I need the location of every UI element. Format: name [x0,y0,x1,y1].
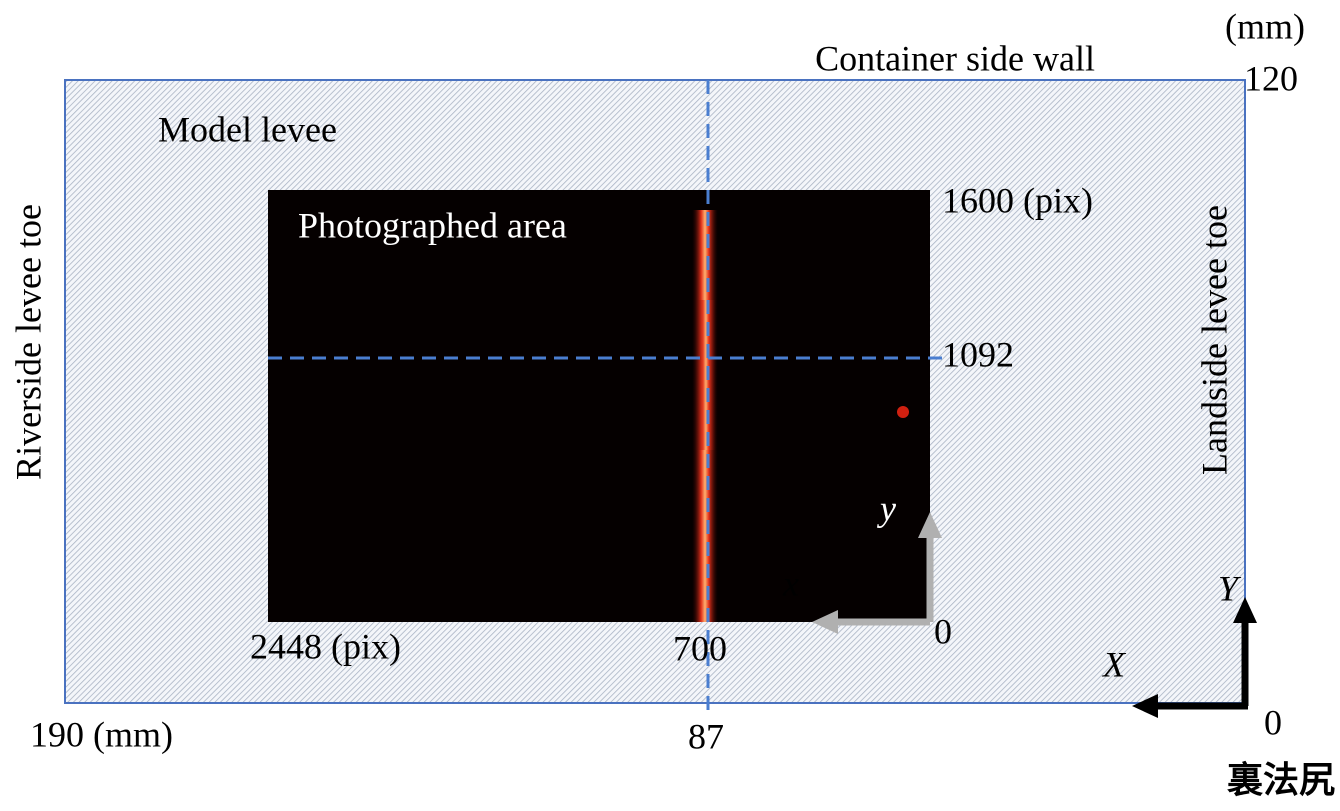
model-y-axis: Y [1218,568,1242,608]
center-pix: 700 [673,628,727,668]
wall-label: Container side wall [815,38,1095,78]
spot [897,406,909,418]
levee-label: Model levee [158,109,337,149]
top-pix: 1600 (pix) [942,180,1093,220]
left-pix: 2448 (pix) [250,626,401,666]
mid-pix: 1092 [942,334,1014,374]
pixel-x-axis: x [782,563,799,603]
unit-label: (mm) [1225,6,1305,46]
photo-label: Photographed area [298,205,567,245]
model-axes [1132,597,1257,718]
top-mm: 120 [1244,58,1298,98]
left-mm: 190 (mm) [30,714,173,754]
center-mm: 87 [688,716,724,756]
landside-label: Landside levee toe [1194,205,1234,475]
photographed-area [268,190,930,622]
model-x-axis: X [1101,644,1127,684]
caption: 裏法尻 [1227,760,1335,801]
pixel-y-axis: y [877,488,896,528]
pixel-axes [812,512,942,634]
seepage-bulge [696,300,716,450]
origin-mm: 0 [1264,702,1282,742]
riverside-label: Riverside levee toe [8,204,48,480]
origin-pix: 0 [934,611,952,651]
